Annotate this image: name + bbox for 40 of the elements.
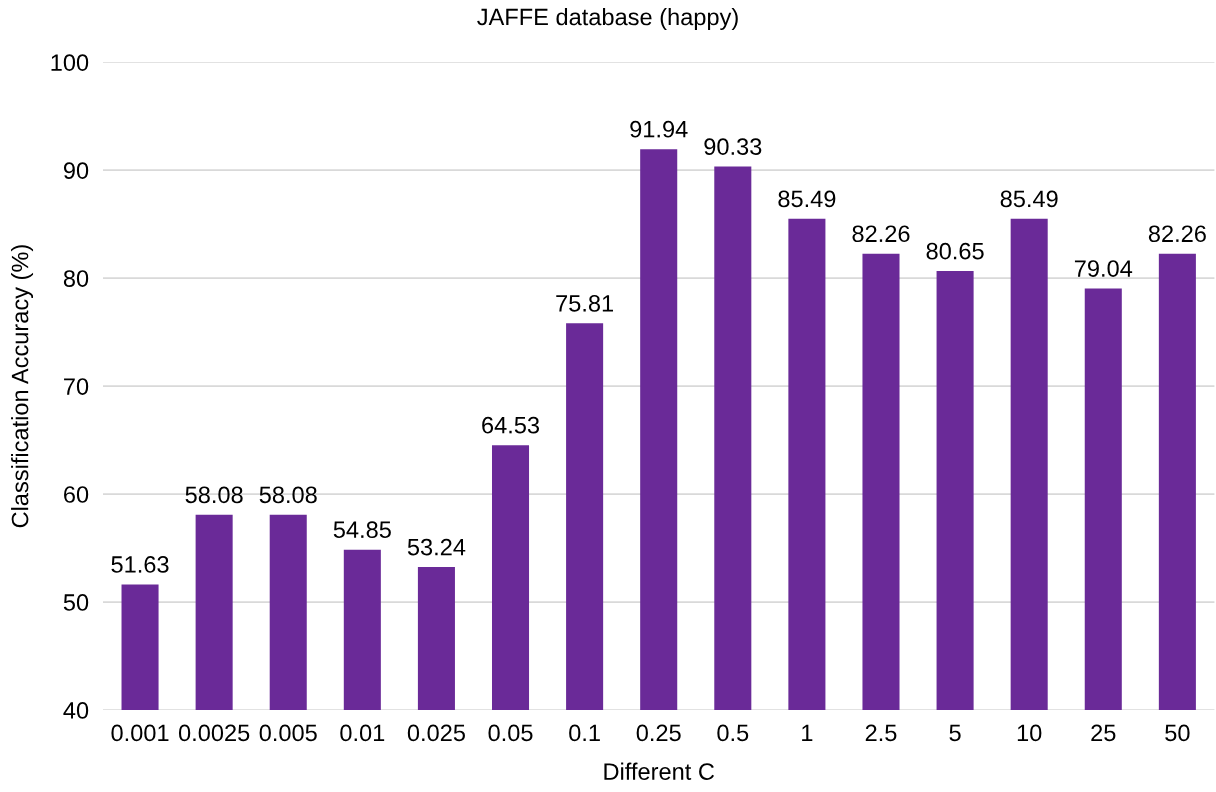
y-axis-title: Classification Accuracy (%) [11,245,34,528]
data-label: 91.94 [630,120,688,138]
data-label: 58.08 [185,486,243,504]
y-tick-label: 40 [63,702,89,719]
x-tick-label: 0.0025 [178,724,250,742]
x-tick-label: 0.001 [111,724,169,742]
x-tick-label: 0.1 [569,724,600,742]
data-label: 64.53 [482,416,540,434]
x-tick-label: 10 [1017,724,1042,742]
data-label: 90.33 [704,138,762,155]
x-tick-label: 0.25 [636,724,681,742]
data-label: 85.49 [1000,190,1058,208]
x-tick-label: 1 [802,724,813,742]
x-tick-label: 50 [1165,724,1190,742]
data-label: 80.65 [926,242,984,260]
x-tick-label: 0.5 [717,724,749,742]
data-label: 75.81 [556,295,614,312]
x-tick-label: 0.005 [259,724,317,742]
y-tick-label: 100 [51,54,89,71]
chart-title: JAFFE database (happy) [477,8,738,31]
data-label: 54.85 [333,521,391,539]
data-label: 79.04 [1074,260,1133,277]
y-tick-label: 80 [63,270,89,287]
data-label: 82.26 [1148,225,1206,243]
x-tick-label: 0.05 [488,724,533,742]
x-tick-label: 5 [949,724,961,742]
x-axis-title: Different C [604,762,715,780]
y-tick-label: 50 [63,594,89,611]
y-tick-label: 60 [64,486,89,503]
data-label: 53.24 [407,538,466,556]
x-tick-label: 25 [1091,724,1116,742]
x-tick-label: 0.01 [340,724,385,742]
x-tick-label: 2.5 [865,724,897,742]
data-label: 82.26 [852,225,910,243]
data-label: 58.08 [259,486,317,504]
y-tick-label: 90 [63,162,89,179]
data-label: 85.49 [778,190,836,208]
data-label: 51.63 [111,556,169,573]
x-tick-label: 0.025 [407,724,465,742]
y-tick-label: 70 [64,378,89,395]
